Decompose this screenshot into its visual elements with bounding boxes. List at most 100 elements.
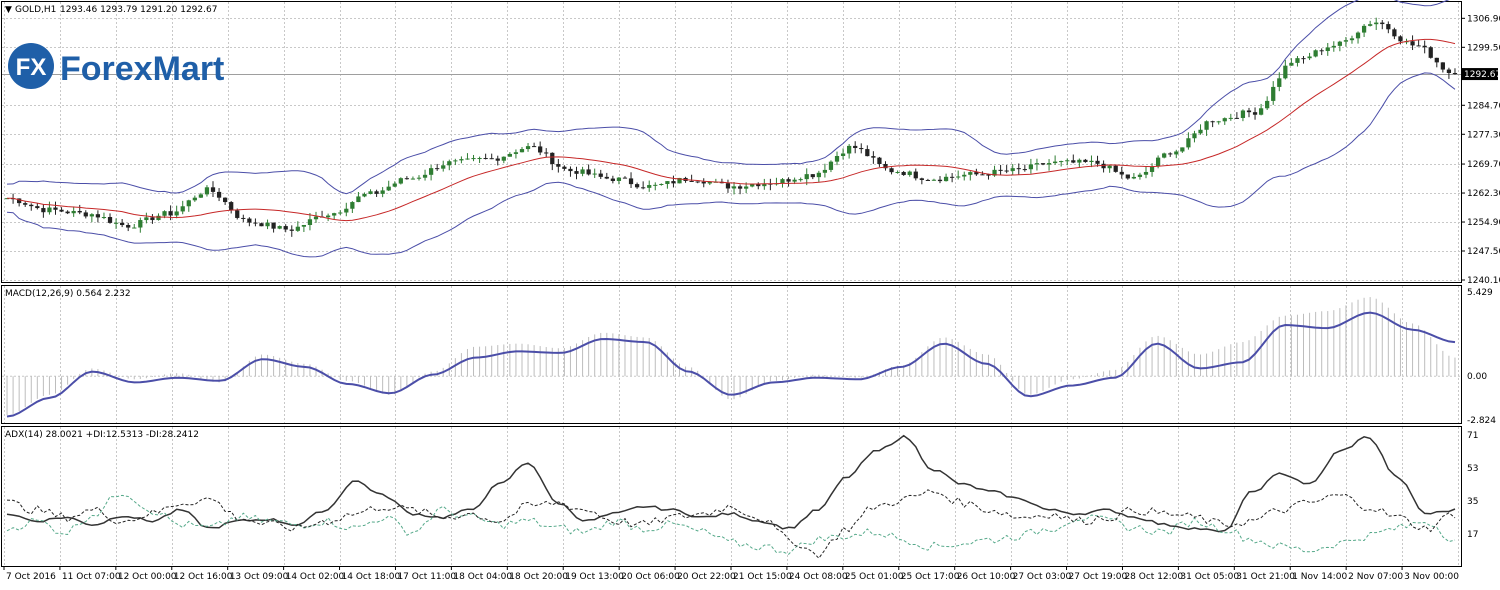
candle-body (580, 169, 585, 174)
candle-body (1016, 168, 1021, 170)
candle-body (332, 213, 337, 216)
candle-body (59, 209, 64, 212)
candle-body (853, 145, 858, 149)
adx-line (6, 434, 1456, 533)
y-tick-label: 1254.90 (1467, 218, 1500, 228)
candle-body (392, 183, 397, 187)
candle-body (1234, 117, 1239, 119)
minus-di-line (6, 489, 1456, 559)
candle-body (126, 225, 131, 228)
candle-body (622, 177, 628, 179)
candle-body (859, 148, 864, 150)
candle-body (992, 169, 997, 176)
candle-body (883, 163, 888, 169)
candle-body (1149, 166, 1155, 172)
candle-body (962, 174, 967, 177)
candle-body (210, 187, 216, 192)
candle-body (89, 214, 94, 217)
candle-body (659, 183, 664, 185)
candle-body (410, 178, 416, 180)
x-tick-label: 12 Oct 00:00 (118, 572, 177, 582)
candle-body (1113, 165, 1118, 172)
candle-body (931, 179, 937, 181)
candle-body (907, 171, 912, 175)
candle-body (435, 168, 440, 170)
x-tick-label: 19 Oct 13:00 (565, 572, 624, 582)
candle-body (786, 179, 791, 182)
candle-body (1380, 22, 1385, 25)
candle-body (1434, 57, 1439, 63)
x-tick-label: 14 Oct 18:00 (342, 572, 401, 582)
candle-body (138, 220, 143, 228)
candle-body (998, 169, 1003, 171)
candle-body (1258, 108, 1264, 115)
candle-body (1071, 160, 1076, 163)
candle-body (453, 160, 458, 162)
macd-y-tick-label: -2.824 (1467, 416, 1496, 426)
x-tick-label: 24 Oct 08:00 (789, 572, 848, 582)
x-tick-label: 17 Oct 11:00 (397, 572, 456, 582)
candle-body (17, 198, 22, 204)
y-tick-label: 1299.50 (1467, 43, 1500, 53)
candle-body (1040, 163, 1046, 165)
candle-body (113, 222, 119, 224)
candle-body (192, 197, 197, 201)
candle-body (889, 168, 894, 173)
logo-name: ForexMart (60, 50, 224, 88)
candle-body (725, 183, 731, 189)
candle-body (41, 208, 46, 213)
candle-body (980, 174, 985, 176)
candle-body (1240, 110, 1246, 118)
candle-body (1028, 164, 1034, 170)
y-tick-label: 1262.30 (1467, 189, 1500, 199)
candle-body (689, 180, 694, 182)
moving-average-line (6, 38, 1456, 222)
candle-body (144, 217, 149, 221)
candle-body (265, 222, 270, 227)
x-tick-label: 11 Oct 07:00 (62, 572, 121, 582)
candle-body (1077, 159, 1082, 163)
candle-body (847, 145, 852, 154)
candle-body (338, 212, 343, 214)
candle-body (1059, 161, 1064, 163)
candle-body (531, 146, 537, 148)
macd-y-tick-label: 0.00 (1467, 372, 1487, 382)
candle-body (956, 176, 961, 178)
candle-body (313, 216, 319, 220)
candle-body (362, 193, 367, 197)
candle-body (937, 179, 943, 182)
y-tick-label: 1269.70 (1467, 160, 1500, 170)
plus-di-line (6, 494, 1456, 555)
candle-body (865, 149, 870, 157)
candle-body (289, 229, 294, 231)
candle-body (538, 146, 543, 153)
candle-body (35, 206, 40, 209)
candle-body (162, 211, 167, 216)
candle-body (1410, 41, 1415, 46)
candle-body (404, 178, 409, 180)
y-axis-labels: 1306.90 1299.50 1292.67 1284.70 1277.30 1269.… (1461, 14, 1500, 540)
current-price-label: 1292.67 (1464, 70, 1500, 80)
candle-body (447, 161, 452, 166)
collapse-triangle-icon[interactable]: ▼ (5, 5, 12, 15)
candle-body (247, 218, 252, 223)
candle-body (1210, 121, 1215, 123)
x-tick-label: 28 Oct 12:00 (1124, 572, 1183, 582)
candle-body (1337, 41, 1342, 46)
candle-body (665, 181, 670, 184)
forexmart-logo: FX ForexMart (8, 43, 224, 89)
candle-body (707, 181, 712, 184)
logo-circle (8, 43, 54, 89)
candle-body (762, 183, 767, 187)
candle-body (919, 178, 924, 180)
candle-body (1065, 160, 1070, 162)
candle-body (1343, 40, 1349, 42)
candle-body (1422, 45, 1427, 48)
candle-body (277, 226, 282, 229)
candle-body (1004, 170, 1009, 172)
candle-body (1283, 65, 1288, 79)
candle-body (507, 153, 512, 157)
candle-body (1131, 176, 1136, 179)
macd-y-tick-label: 5.429 (1467, 288, 1493, 298)
